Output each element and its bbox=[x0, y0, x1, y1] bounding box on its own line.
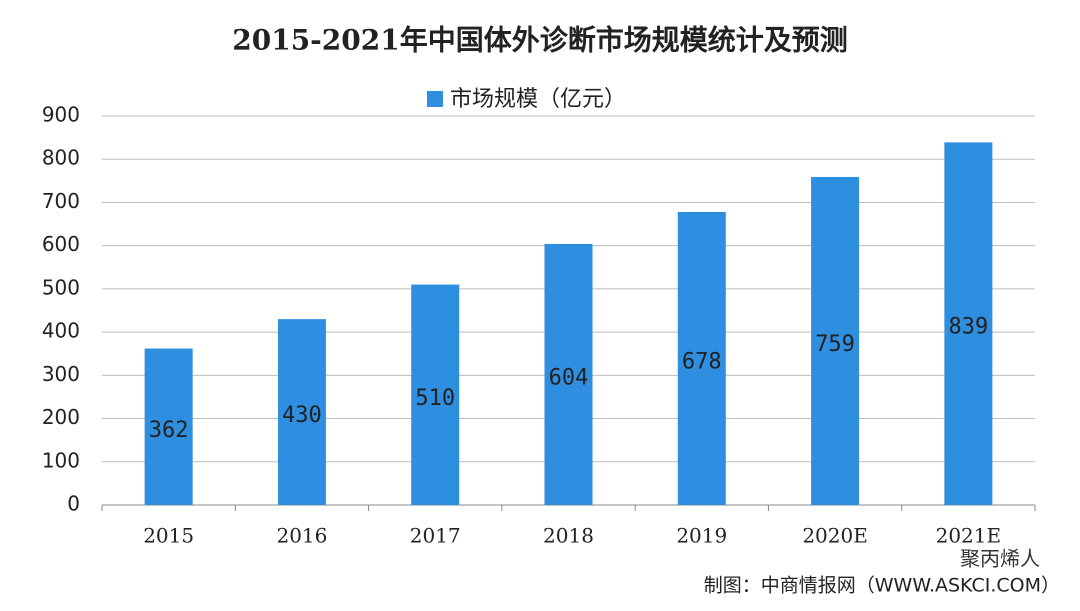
bar bbox=[277, 319, 326, 505]
y-tick-label: 400 bbox=[42, 319, 80, 343]
value-label: 759 bbox=[815, 332, 855, 357]
source: 制图：中商情报网（WWW.ASKCI.COM） bbox=[704, 575, 1060, 597]
value-label: 510 bbox=[415, 386, 455, 411]
value-label: 362 bbox=[149, 418, 189, 443]
y-tick-label: 600 bbox=[42, 232, 80, 256]
y-tick-label: 100 bbox=[42, 448, 80, 472]
y-tick-label: 800 bbox=[42, 146, 80, 170]
y-tick-label: 0 bbox=[67, 492, 80, 516]
bar bbox=[677, 211, 726, 505]
x-tick-label: 2017 bbox=[410, 524, 461, 548]
y-tick-label: 300 bbox=[42, 362, 80, 386]
bar bbox=[544, 243, 593, 505]
x-tick-label: 2018 bbox=[543, 524, 594, 548]
legend-swatch bbox=[427, 91, 443, 107]
x-tick-label: 2015 bbox=[143, 524, 194, 548]
bar bbox=[811, 176, 860, 505]
y-tick-label: 700 bbox=[42, 189, 80, 213]
chart-title: 2015-2021年中国体外诊断市场规模统计及预测 bbox=[232, 24, 847, 57]
value-label: 678 bbox=[682, 349, 722, 374]
y-tick-label: 200 bbox=[42, 405, 80, 429]
x-tick-label: 2019 bbox=[676, 524, 727, 548]
x-tick-label: 2020E bbox=[802, 524, 868, 548]
bar bbox=[944, 142, 993, 506]
y-tick-label: 500 bbox=[42, 275, 80, 299]
bar bbox=[411, 284, 460, 505]
value-label: 839 bbox=[948, 315, 988, 340]
bar bbox=[144, 348, 193, 505]
value-label: 430 bbox=[282, 403, 322, 428]
y-tick-label: 900 bbox=[42, 103, 80, 127]
x-tick-label: 2021E bbox=[936, 524, 1002, 548]
legend-label: 市场规模（亿元） bbox=[450, 87, 626, 112]
overlay-mark: 聚丙烯人 bbox=[960, 547, 1040, 571]
x-tick-label: 2016 bbox=[276, 524, 327, 548]
value-label: 604 bbox=[549, 365, 589, 390]
